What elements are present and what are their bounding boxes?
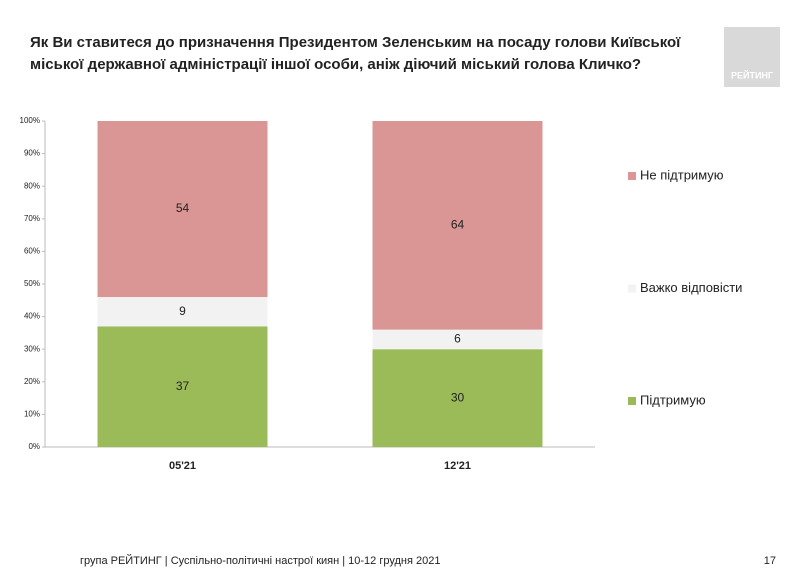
y-tick-label: 10%: [24, 410, 40, 419]
y-tick-label: 70%: [24, 214, 40, 223]
bar-segment: [97, 297, 268, 327]
y-tick-label: 90%: [24, 149, 40, 158]
legend-swatch: [628, 284, 636, 293]
bar-segment: [372, 121, 543, 330]
y-tick-label: 20%: [24, 377, 40, 386]
logo: РЕЙТИНГ: [731, 69, 773, 80]
legend-swatch: [628, 397, 636, 405]
data-label: 64: [451, 217, 465, 231]
data-label: 37: [176, 379, 190, 393]
y-tick-label: 0%: [28, 442, 40, 451]
legend-label: Важко відповісти: [640, 280, 742, 295]
data-label: 9: [179, 304, 186, 318]
y-tick-label: 50%: [24, 279, 40, 288]
x-tick-label: 12'21: [444, 460, 471, 472]
legend-swatch: [628, 172, 636, 180]
bar-segment: [97, 326, 268, 447]
legend-label: Не підтримую: [640, 167, 724, 182]
y-tick-label: 100%: [20, 116, 40, 125]
data-label: 54: [176, 201, 190, 215]
title-line: Як Ви ставитеся до призначення Президент…: [30, 34, 681, 51]
data-label: 6: [454, 332, 461, 346]
legend-label: Підтримую: [640, 392, 706, 407]
bar-segment: [97, 121, 268, 298]
y-tick-label: 80%: [24, 181, 40, 190]
x-tick-label: 05'21: [169, 460, 196, 472]
bar-segment: [372, 349, 543, 447]
footer: група РЕЙТИНГ | Суспільно-політичні наст…: [80, 554, 440, 567]
y-tick-label: 60%: [24, 247, 40, 256]
y-tick-label: 40%: [24, 312, 40, 321]
title-line: міської державної адміністрації іншої ос…: [30, 56, 641, 73]
logo-box: [724, 27, 780, 87]
data-label: 30: [451, 390, 465, 404]
y-tick-label: 30%: [24, 344, 40, 353]
page-number: 17: [764, 555, 776, 567]
bar-segment: [372, 329, 543, 350]
